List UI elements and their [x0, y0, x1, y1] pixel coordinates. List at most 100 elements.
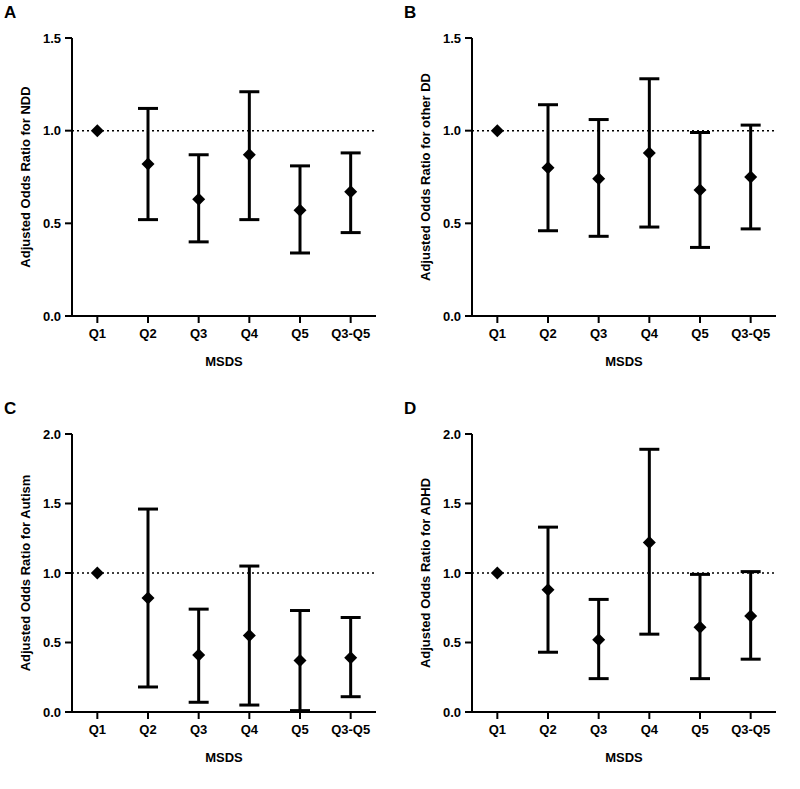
x-tick: [750, 316, 752, 323]
error-bar: [189, 609, 209, 702]
error-bar: [690, 133, 710, 248]
y-axis-label: Adjusted Odds Ratio for Autism: [18, 475, 33, 672]
point: [744, 610, 757, 623]
x-axis-label: MSDS: [205, 354, 243, 369]
x-tick-label: Q3-Q5: [331, 722, 370, 737]
y-tick: [65, 711, 72, 713]
point: [592, 633, 605, 646]
y-tick: [465, 503, 472, 505]
y-tick: [65, 222, 72, 224]
error-bar: [290, 166, 310, 253]
x-axis: [472, 711, 776, 713]
plot-area: [72, 509, 376, 711]
error-bar: [138, 108, 158, 219]
x-tick: [299, 316, 301, 323]
y-tick: [65, 642, 72, 644]
point: [491, 567, 504, 580]
x-tick: [350, 712, 352, 719]
reference-line: [472, 130, 776, 132]
y-tick: [65, 433, 72, 435]
x-tick-label: Q3-Q5: [331, 326, 370, 341]
point: [294, 204, 307, 217]
point: [643, 146, 656, 159]
error-bar: [189, 155, 209, 242]
x-tick-label: Q5: [291, 326, 308, 341]
error-bar: [741, 572, 761, 660]
x-axis-label: MSDS: [605, 750, 643, 765]
x-tick-label: Q5: [291, 722, 308, 737]
x-tick: [699, 316, 701, 323]
error-bar: [589, 599, 609, 678]
y-tick-label: 1.5: [443, 496, 461, 511]
y-tick: [65, 315, 72, 317]
panel-label: A: [4, 3, 16, 22]
point: [694, 621, 707, 634]
plot-area: [472, 449, 776, 678]
x-tick-label: Q3: [590, 326, 607, 341]
point: [542, 161, 555, 174]
panel: AAdjusted Odds Ratio for NDDMSDS0.00.51.…: [4, 3, 376, 369]
x-tick: [248, 316, 250, 323]
point: [91, 124, 104, 137]
y-tick: [465, 572, 472, 574]
panel: DAdjusted Odds Ratio for ADHDMSDS0.00.51…: [404, 399, 776, 765]
x-tick-label: Q1: [489, 722, 506, 737]
y-tick: [65, 37, 72, 39]
y-tick: [465, 222, 472, 224]
x-tick: [699, 712, 701, 719]
error-bar: [690, 574, 710, 678]
y-tick-label: 0.0: [43, 705, 61, 720]
y-tick-label: 2.0: [43, 427, 61, 442]
error-bar: [538, 527, 558, 652]
plot-area: [472, 79, 776, 248]
reference-line: [72, 572, 376, 574]
point: [643, 536, 656, 549]
y-tick: [465, 37, 472, 39]
x-tick-label: Q1: [489, 326, 506, 341]
error-bar: [341, 153, 361, 233]
y-tick-label: 1.0: [443, 123, 461, 138]
y-tick-label: 0.5: [443, 635, 461, 650]
x-tick-label: Q3: [190, 326, 207, 341]
x-tick: [96, 712, 98, 719]
point: [542, 583, 555, 596]
x-tick: [350, 316, 352, 323]
x-tick: [496, 316, 498, 323]
y-tick-label: 1.0: [43, 123, 61, 138]
y-axis: [471, 38, 473, 316]
error-bar: [639, 79, 659, 227]
x-tick-label: Q4: [241, 722, 259, 737]
x-tick-label: Q5: [691, 722, 708, 737]
error-bar: [341, 617, 361, 696]
x-tick-label: Q4: [241, 326, 259, 341]
y-tick: [65, 503, 72, 505]
y-axis-label: Adjusted Odds Ratio for NDD: [18, 86, 33, 267]
point: [592, 172, 605, 185]
y-tick: [465, 433, 472, 435]
y-axis-label: Adjusted Odds Ratio for other DD: [418, 73, 433, 281]
point: [744, 171, 757, 184]
x-tick: [248, 712, 250, 719]
error-bar: [239, 566, 259, 705]
x-tick: [198, 316, 200, 323]
x-tick: [96, 316, 98, 323]
y-tick: [65, 572, 72, 574]
point: [142, 158, 155, 171]
error-bar: [741, 125, 761, 229]
x-axis-label: MSDS: [605, 354, 643, 369]
point: [344, 651, 357, 664]
x-tick-label: Q2: [139, 326, 156, 341]
x-tick-label: Q3-Q5: [731, 722, 770, 737]
y-tick-label: 0.0: [443, 705, 461, 720]
point: [142, 592, 155, 605]
y-tick: [65, 130, 72, 132]
y-tick-label: 2.0: [443, 427, 461, 442]
error-bar: [239, 92, 259, 220]
error-bar: [639, 449, 659, 634]
point: [243, 148, 256, 161]
y-tick-label: 0.5: [43, 635, 61, 650]
x-tick-label: Q3-Q5: [731, 326, 770, 341]
panel-label: C: [4, 399, 16, 418]
panel: BAdjusted Odds Ratio for other DDMSDS0.0…: [404, 3, 776, 369]
x-axis: [472, 315, 776, 317]
